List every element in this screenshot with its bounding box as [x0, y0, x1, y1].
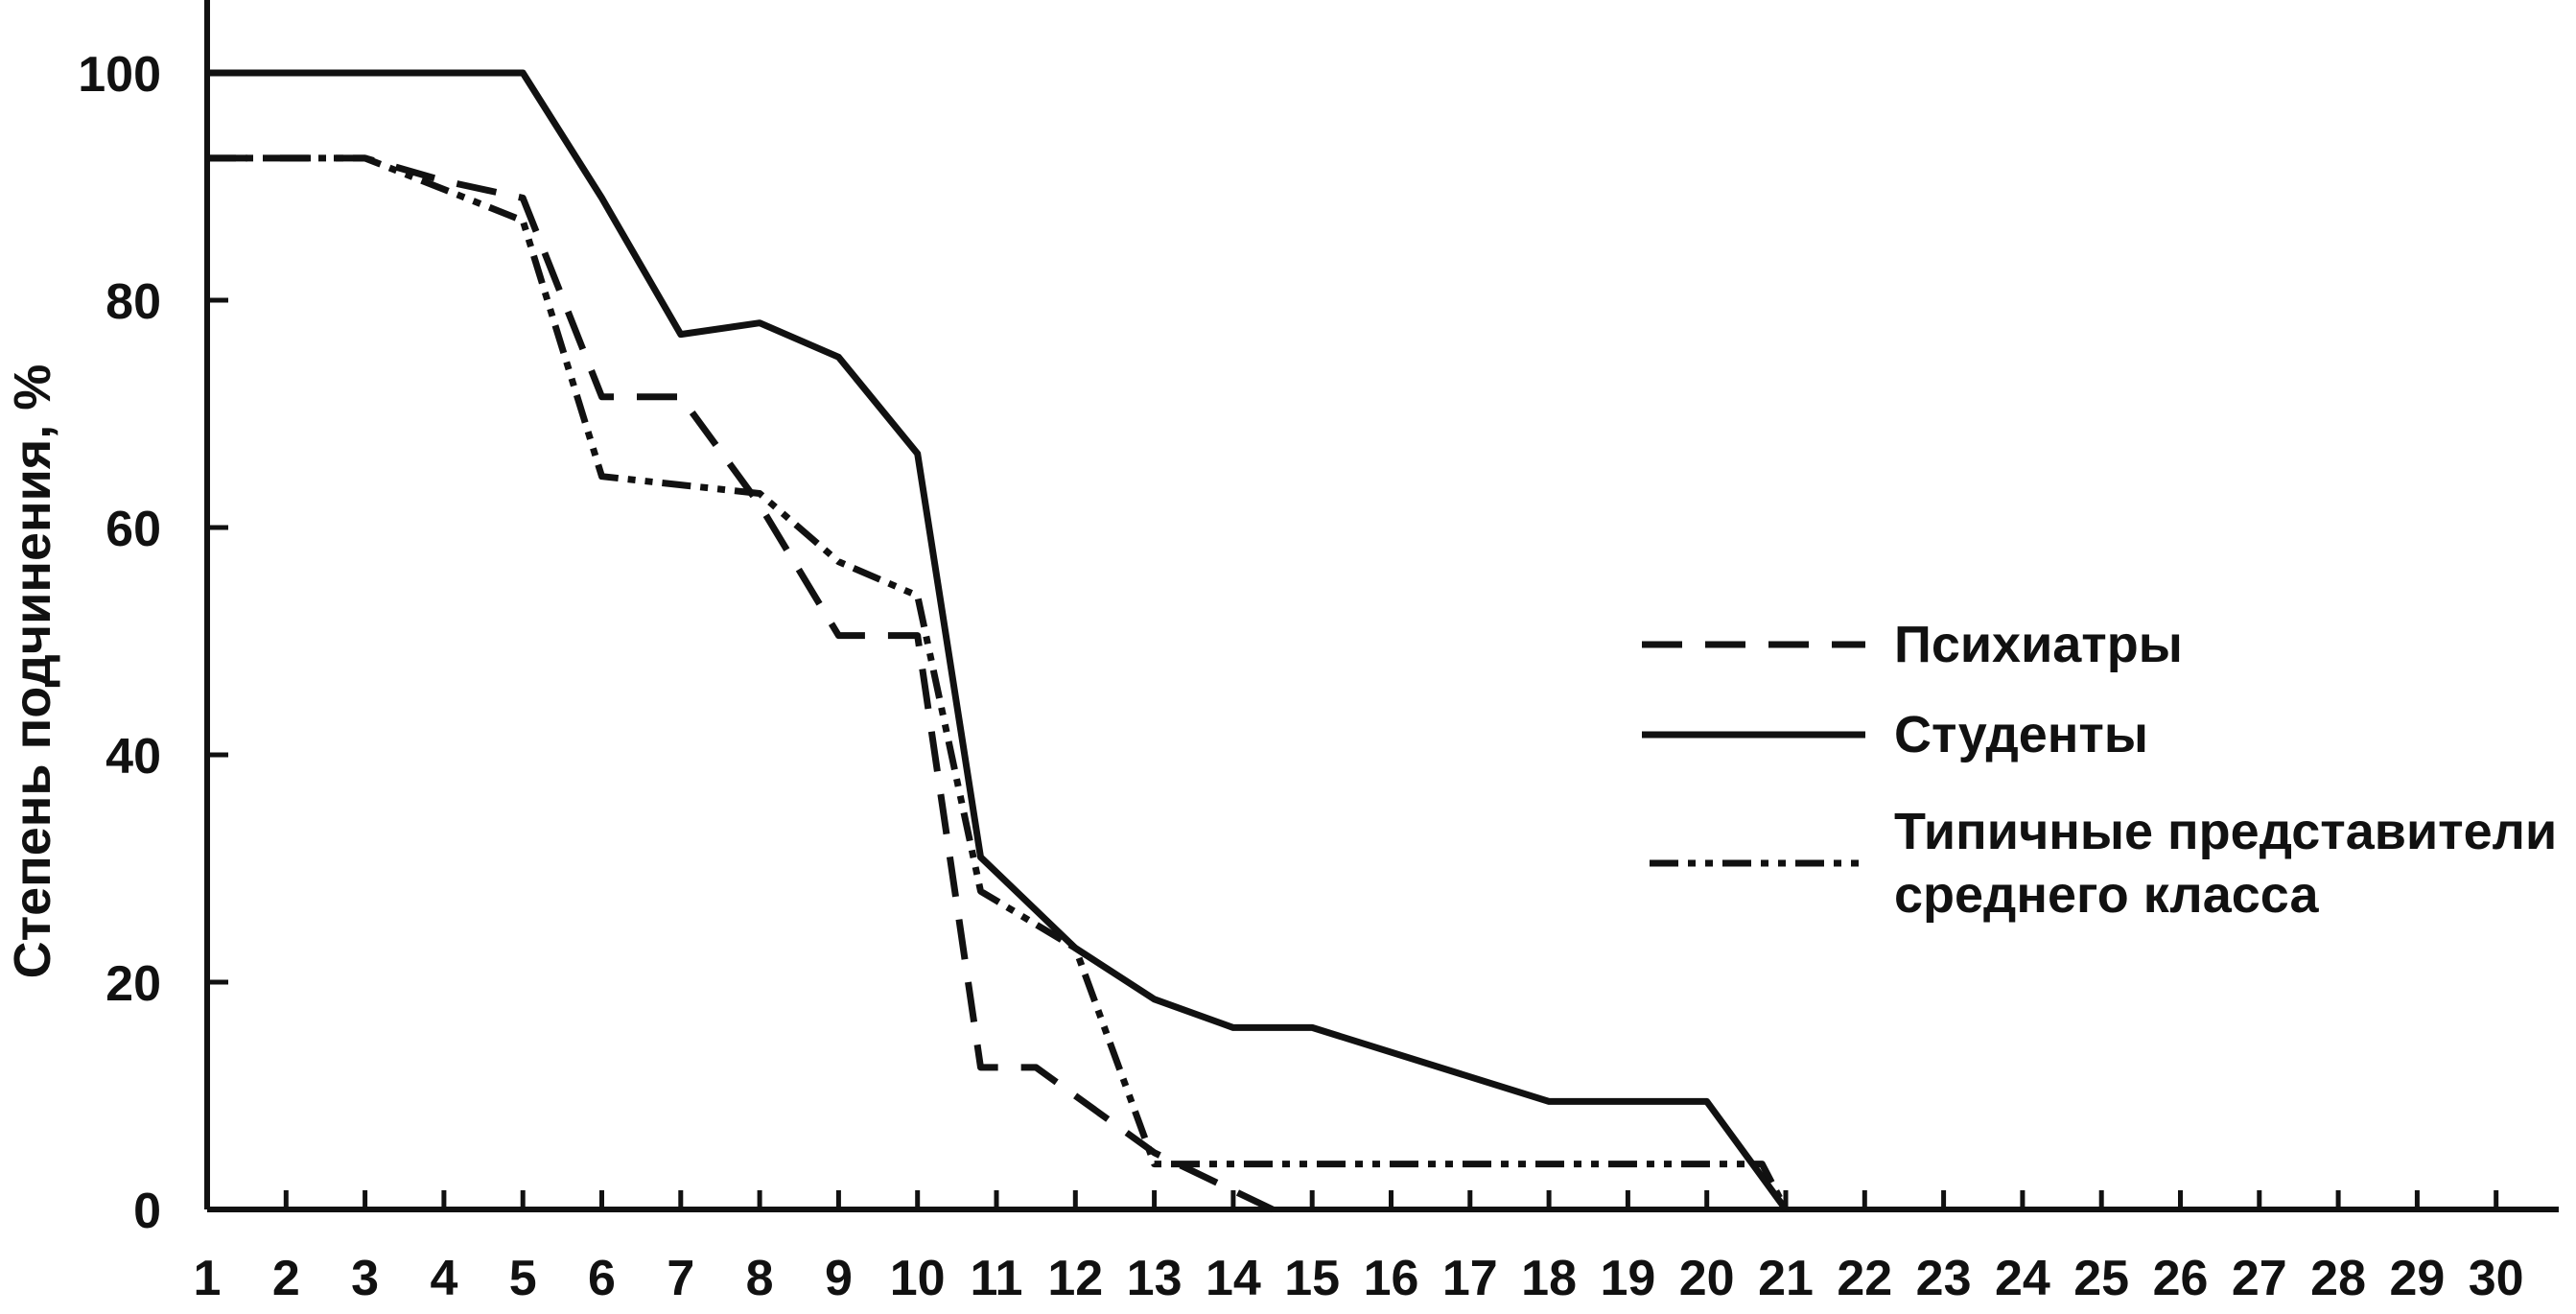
y-tick-label: 20: [105, 956, 161, 1012]
x-tick-label: 19: [1600, 1251, 1655, 1306]
y-tick-label: 0: [133, 1184, 161, 1239]
x-tick-label: 16: [1364, 1251, 1419, 1306]
x-tick-label: 22: [1837, 1251, 1892, 1306]
x-tick-label: 11: [971, 1251, 1023, 1306]
x-tick-label: 23: [1916, 1251, 1972, 1306]
x-tick-label: 6: [588, 1251, 616, 1306]
x-tick-label: 15: [1284, 1251, 1340, 1306]
x-tick-label: 28: [2310, 1251, 2366, 1306]
x-tick-label: 14: [1206, 1251, 1261, 1306]
legend-label-students: Студенты: [1894, 706, 2148, 763]
x-tick-label: 3: [351, 1251, 379, 1306]
legend-label-psychiatrists: Психиатры: [1894, 616, 2183, 673]
axes: [204, 0, 2559, 1212]
x-tick-label: 20: [1679, 1251, 1735, 1306]
x-tick-label: 12: [1047, 1251, 1103, 1306]
y-tick-label: 60: [105, 502, 161, 557]
x-tick-label: 13: [1127, 1251, 1183, 1306]
legend-label-middle-class: Типичные представители среднего класса: [1894, 803, 2571, 924]
x-tick-label: 4: [430, 1251, 457, 1306]
x-tick-label: 17: [1442, 1251, 1498, 1306]
legend-label-middle-class-line1: Типичные представители: [1894, 803, 2557, 860]
x-tick-label: 7: [667, 1251, 694, 1306]
series-students: [207, 69, 1789, 1212]
x-tick-label: 26: [2153, 1251, 2209, 1306]
x-tick-label: 30: [2469, 1251, 2524, 1306]
y-tick-label: 40: [105, 729, 161, 785]
y-axis-title: Степень подчинения, %: [4, 364, 61, 979]
series-middle-class: [207, 154, 1790, 1211]
x-tick-label: 25: [2073, 1251, 2129, 1306]
x-tick-label: 29: [2389, 1251, 2445, 1306]
x-tick-label: 27: [2232, 1251, 2287, 1306]
y-ticks: 0 20 40 60 80 100: [78, 47, 228, 1239]
x-tick-label: 8: [746, 1251, 774, 1306]
y-tick-label: 100: [78, 47, 161, 103]
series-group: [207, 69, 1790, 1213]
legend: Психиатры Студенты Типичные представител…: [1642, 616, 2571, 924]
x-ticks: 1 2 3 4 5 6 7 8 9 10 11 12 13 14 15 16 17 18 19 20 21 22 23 24 2…: [194, 1190, 2524, 1306]
x-tick-label: 18: [1521, 1251, 1577, 1306]
x-tick-label: 1: [194, 1251, 222, 1306]
x-tick-label: 21: [1758, 1251, 1814, 1306]
legend-label-middle-class-line2: среднего класса: [1894, 866, 2319, 924]
x-tick-label: 2: [272, 1251, 300, 1306]
x-tick-label: 24: [1995, 1251, 2050, 1306]
x-tick-label: 10: [890, 1251, 946, 1306]
x-tick-label: 9: [825, 1251, 853, 1306]
series-psychiatrists: [207, 154, 1275, 1213]
x-tick-label: 5: [509, 1251, 537, 1306]
y-tick-label: 80: [105, 274, 161, 330]
